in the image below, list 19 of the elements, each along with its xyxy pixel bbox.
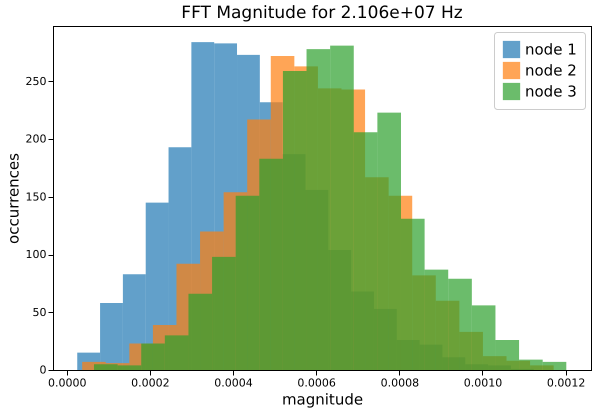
x-tick-label: 0.0012 xyxy=(546,376,586,390)
y-tick-label: 50 xyxy=(32,306,46,319)
y-axis-title: occurrences xyxy=(4,152,23,244)
x-tick-label: 0.0010 xyxy=(464,376,502,390)
x-tick-label: 0.0006 xyxy=(297,376,336,390)
y-tick-label: 200 xyxy=(26,132,46,146)
y-tick-label: 150 xyxy=(26,190,46,204)
x-tick-label: 0.0008 xyxy=(380,376,420,390)
chart-title: FFT Magnitude for 2.106e+07 Hz xyxy=(181,3,463,23)
legend-label: node 2 xyxy=(525,62,577,80)
y-tick-label: 100 xyxy=(26,248,46,262)
y-tick-label: 0 xyxy=(40,364,46,376)
y-tick-label: 250 xyxy=(26,74,46,88)
x-axis-title: magnitude xyxy=(282,390,364,408)
legend-label: node 1 xyxy=(525,40,577,58)
x-tick-label: 0.0002 xyxy=(131,376,170,390)
x-tick-label: 0.0004 xyxy=(214,376,253,390)
x-tick-label: 0.0000 xyxy=(48,376,86,390)
legend-label: node 3 xyxy=(525,82,577,100)
